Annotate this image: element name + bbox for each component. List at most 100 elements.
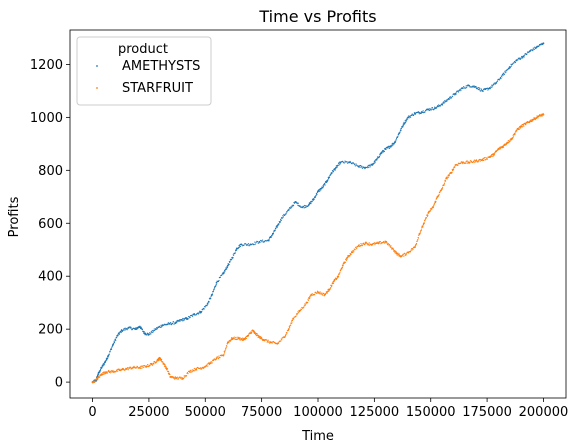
data-point xyxy=(307,301,309,303)
series-starfruit xyxy=(91,112,545,384)
data-point xyxy=(208,363,210,366)
data-point xyxy=(469,161,471,163)
y-tick-label: 1200 xyxy=(30,58,63,73)
data-point xyxy=(242,339,244,342)
data-point xyxy=(148,333,150,335)
data-point xyxy=(519,127,522,129)
data-point xyxy=(416,240,418,242)
data-point xyxy=(490,155,492,157)
data-point xyxy=(116,369,118,372)
data-point xyxy=(477,161,479,163)
data-point xyxy=(168,371,170,373)
data-point xyxy=(433,108,435,110)
data-point xyxy=(117,370,119,372)
data-point xyxy=(476,159,478,162)
legend-entries: AMETHYSTS STARFRUIT xyxy=(96,59,200,96)
data-point xyxy=(457,164,459,166)
data-point xyxy=(123,328,125,330)
data-point xyxy=(384,242,386,244)
data-point xyxy=(332,282,335,284)
data-point xyxy=(112,370,114,372)
data-point xyxy=(129,326,131,328)
data-point xyxy=(154,329,156,332)
data-point xyxy=(467,84,470,87)
y-tick-label: 200 xyxy=(38,323,63,338)
data-point xyxy=(367,164,369,167)
data-point xyxy=(126,368,128,370)
data-point xyxy=(327,179,329,182)
data-point xyxy=(487,89,489,91)
data-point xyxy=(325,292,327,295)
data-point xyxy=(452,95,454,97)
data-point xyxy=(395,252,398,254)
data-point xyxy=(433,202,436,205)
data-point xyxy=(473,159,475,161)
data-point xyxy=(350,162,352,164)
data-point xyxy=(402,253,404,255)
data-point xyxy=(467,162,469,164)
data-point xyxy=(297,312,300,314)
data-point xyxy=(205,364,207,366)
data-point xyxy=(232,338,234,340)
data-point xyxy=(349,255,351,257)
data-point xyxy=(481,90,483,92)
data-point xyxy=(307,204,310,206)
data-point xyxy=(429,209,432,211)
data-point xyxy=(367,243,369,245)
data-point xyxy=(492,152,494,155)
data-point xyxy=(224,270,226,272)
data-point xyxy=(143,331,145,333)
data-point xyxy=(276,343,278,345)
data-point xyxy=(441,188,443,190)
data-point xyxy=(329,287,332,289)
data-point xyxy=(410,248,413,250)
data-point xyxy=(352,249,354,252)
data-point xyxy=(103,363,105,366)
data-point xyxy=(281,217,284,219)
data-point xyxy=(150,330,152,333)
data-point xyxy=(509,67,511,69)
data-point xyxy=(331,172,333,174)
data-point xyxy=(328,290,330,292)
data-point xyxy=(531,120,534,122)
data-point xyxy=(334,279,336,282)
data-point xyxy=(408,115,410,117)
x-tick-label: 150000 xyxy=(406,405,456,420)
data-point xyxy=(208,301,210,303)
data-point xyxy=(341,264,344,267)
legend-title: product xyxy=(118,42,168,57)
data-point xyxy=(296,314,298,316)
data-point xyxy=(321,293,323,295)
data-point xyxy=(513,62,515,64)
data-point xyxy=(183,377,185,380)
data-point xyxy=(509,140,511,142)
data-point xyxy=(331,285,333,287)
data-point xyxy=(415,242,418,245)
data-point xyxy=(479,159,481,161)
data-point xyxy=(523,55,525,57)
data-point xyxy=(388,147,391,149)
data-point xyxy=(289,326,291,329)
data-point xyxy=(147,364,149,366)
data-point xyxy=(419,233,421,235)
data-point xyxy=(135,367,138,369)
data-point xyxy=(207,301,209,304)
data-point xyxy=(153,329,155,332)
data-point xyxy=(338,164,341,166)
data-point xyxy=(218,355,220,357)
data-point xyxy=(147,334,150,336)
data-point xyxy=(518,128,520,130)
data-point xyxy=(108,371,111,373)
data-point xyxy=(152,331,154,333)
data-point xyxy=(151,329,153,332)
data-point xyxy=(238,246,241,248)
data-point xyxy=(379,154,381,156)
data-point xyxy=(401,255,403,257)
data-point xyxy=(226,343,229,345)
data-point xyxy=(233,337,235,340)
data-point xyxy=(474,85,476,88)
data-point xyxy=(308,297,310,299)
data-point xyxy=(403,123,405,125)
data-point xyxy=(247,243,250,245)
data-point xyxy=(305,303,307,305)
